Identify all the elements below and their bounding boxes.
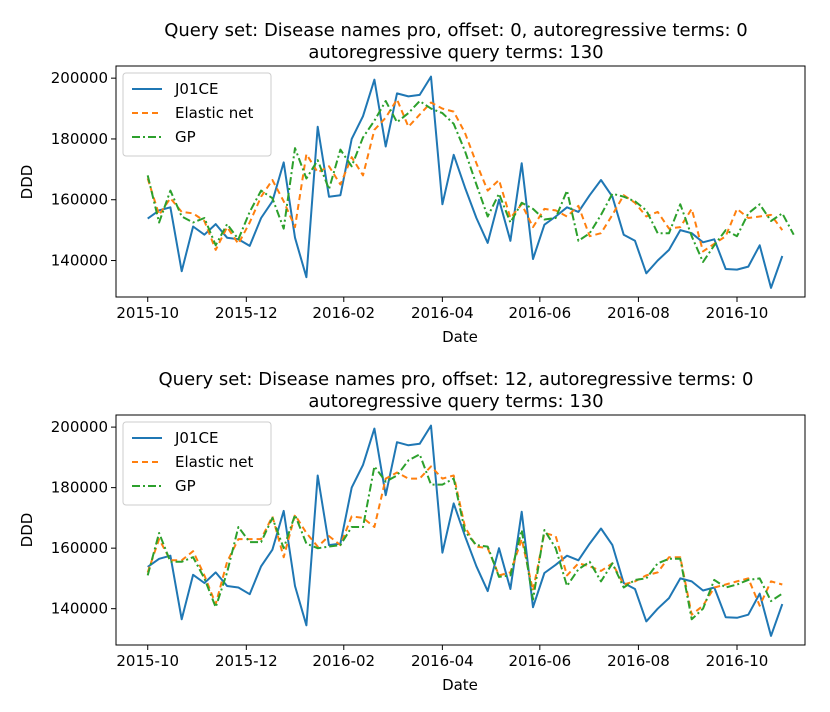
chart-top-frame: [115, 65, 806, 298]
chart-top-xtick-label: 2016-08: [607, 304, 670, 322]
chart-top-series-0: [147, 75, 784, 289]
chart-bottom-xtick-label: 2015-10: [116, 652, 179, 670]
chart-bottom-xtick-label: 2015-12: [215, 652, 278, 670]
chart-bottom-frame: [115, 414, 806, 646]
chart-bottom-legend: J01CE Elastic net GP: [122, 421, 272, 506]
chart-bottom-series-0: [147, 424, 784, 637]
chart-top-ytick-label: 180000: [51, 130, 108, 148]
chart-top-legend: J01CE Elastic net GP: [122, 72, 272, 157]
chart-bottom-series-1: [146, 465, 783, 616]
chart-top-xtick-label: 2016-04: [411, 304, 474, 322]
chart-bottom-title-line1: Query set: Disease names pro, offset: 12…: [159, 369, 754, 390]
chart-top-legend-label-1: Elastic net: [175, 104, 253, 122]
chart-bottom: Query set: Disease names pro, offset: 12…: [18, 369, 806, 694]
chart-top-xtick-label: 2016-06: [508, 304, 571, 322]
chart-top-ytick-label: 140000: [51, 252, 108, 270]
chart-bottom-xlabel: Date: [442, 676, 478, 694]
chart-bottom-series-2: [146, 453, 783, 621]
chart-top-legend-label-2: GP: [175, 128, 196, 146]
chart-top-xlabel: Date: [442, 328, 478, 346]
chart-bottom-ylabel: DDD: [18, 513, 36, 548]
chart-bottom-legend-label-2: GP: [175, 477, 196, 495]
chart-top-title-line2: autoregressive query terms: 130: [308, 42, 603, 63]
chart-bottom-ticks: 140000 160000 180000 200000 2015-10 2015-12 20…: [51, 418, 769, 670]
chart-bottom-ytick-label: 180000: [51, 479, 108, 497]
chart-top-series-2: [146, 100, 795, 263]
chart-bottom-title-line2: autoregressive query terms: 130: [308, 391, 603, 412]
chart-top-xtick-label: 2016-10: [706, 304, 769, 322]
chart-bottom-ytick-label: 200000: [51, 418, 108, 436]
chart-bottom-xtick-label: 2016-10: [706, 652, 769, 670]
chart-top-ytick-label: 200000: [51, 69, 108, 87]
chart-top-xtick-label: 2015-10: [116, 304, 179, 322]
chart-bottom-ytick-label: 160000: [51, 539, 108, 557]
chart-bottom-xtick-label: 2016-08: [607, 652, 670, 670]
chart-bottom-legend-box: [122, 421, 272, 506]
chart-bottom-xtick-label: 2016-06: [508, 652, 571, 670]
chart-bottom-xtick-label: 2016-02: [312, 652, 375, 670]
chart-bottom-ytick-label: 140000: [51, 600, 108, 618]
chart-top-ytick-label: 160000: [51, 191, 108, 209]
chart-top-title-line1: Query set: Disease names pro, offset: 0,…: [164, 20, 748, 41]
chart-bottom-series: [146, 424, 784, 637]
chart-top-series: [146, 75, 795, 289]
chart-top-series-1: [146, 98, 784, 253]
chart-top-xtick-label: 2015-12: [215, 304, 278, 322]
chart-top-ylabel: DDD: [18, 165, 36, 200]
chart-bottom-legend-label-0: J01CE: [174, 429, 218, 447]
chart-top-legend-box: [122, 72, 272, 157]
chart-top-ticks: 140000 160000 180000 200000 2015-10 2015-12 20…: [51, 69, 769, 322]
chart-bottom-xtick-label: 2016-04: [411, 652, 474, 670]
chart-top-legend-label-0: J01CE: [174, 80, 218, 98]
chart-top: Query set: Disease names pro, offset: 0,…: [18, 20, 806, 346]
chart-bottom-legend-label-1: Elastic net: [175, 453, 253, 471]
chart-top-xtick-label: 2016-02: [312, 304, 375, 322]
